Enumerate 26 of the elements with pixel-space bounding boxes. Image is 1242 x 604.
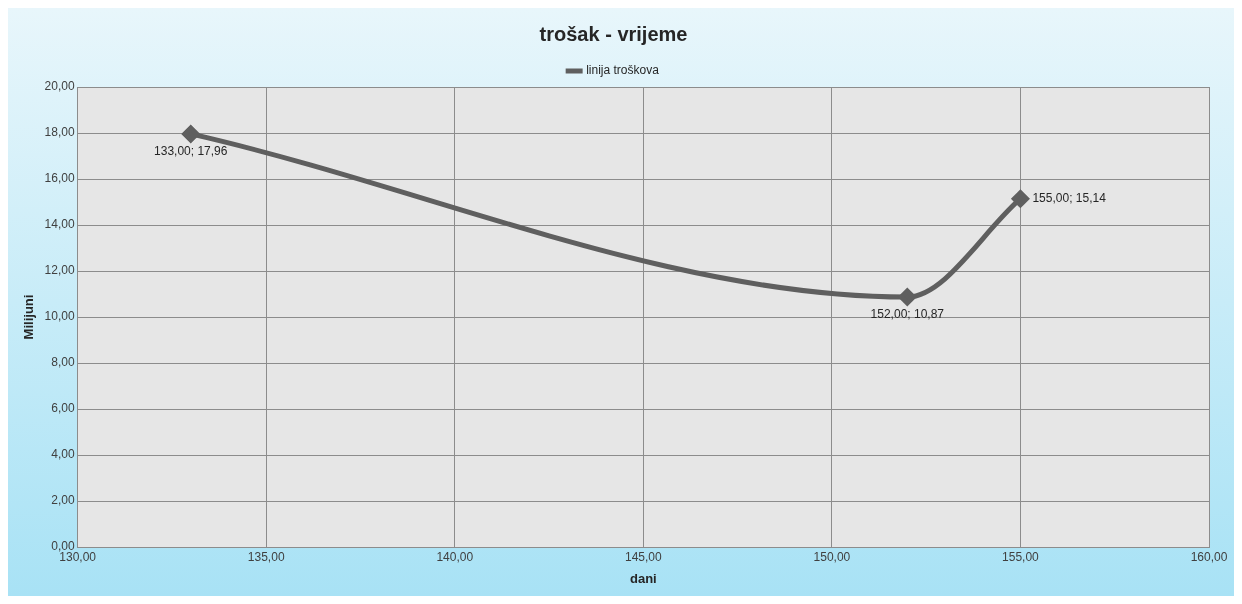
y-tick-label: 16,00 bbox=[44, 171, 75, 186]
data-label: 133,00; 17,96 bbox=[154, 144, 228, 159]
x-tick-label: 140,00 bbox=[436, 549, 474, 564]
point bbox=[1011, 190, 1029, 208]
y-tick-label: 8,00 bbox=[51, 355, 75, 370]
x-tick-label: 150,00 bbox=[813, 549, 851, 564]
y-tick-label: 18,00 bbox=[44, 125, 75, 140]
x-tick-label: 160,00 bbox=[1190, 549, 1228, 564]
y-tick-label: 4,00 bbox=[51, 447, 75, 462]
y-tick-label: 12,00 bbox=[44, 263, 75, 278]
y-tick-label: 10,00 bbox=[44, 309, 75, 324]
x-axis-title: dani bbox=[629, 570, 657, 586]
chart-title: trošak - vrijeme bbox=[539, 22, 688, 45]
point bbox=[182, 125, 200, 143]
y-tick-label: 6,00 bbox=[51, 401, 75, 416]
point bbox=[898, 288, 916, 306]
x-tick-label: 155,00 bbox=[1002, 549, 1040, 564]
x-tick-label: 135,00 bbox=[247, 549, 285, 564]
y-tick-label: 14,00 bbox=[44, 217, 75, 232]
x-tick-label: 145,00 bbox=[624, 549, 662, 564]
y-tick-label: 20,00 bbox=[44, 79, 75, 94]
y-tick-label: 2,00 bbox=[51, 493, 75, 508]
data-label: 152,00; 10,87 bbox=[870, 307, 945, 322]
data-label: 155,00; 15,14 bbox=[1032, 191, 1107, 206]
legend-label: linija troškova bbox=[586, 63, 660, 78]
y-axis-title: Milijuni bbox=[21, 294, 37, 340]
